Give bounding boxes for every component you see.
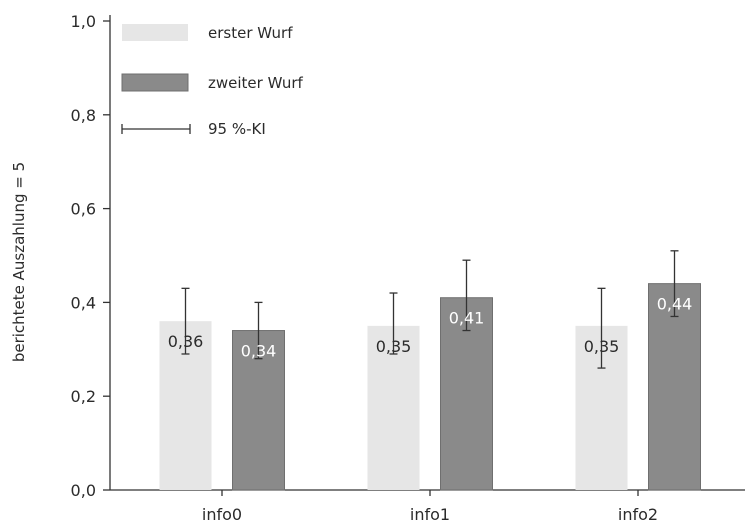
axes [109,15,745,491]
legend-label-ci: 95 %-KI [208,120,266,138]
data-label-zweiter-wurf-info0: 0,34 [241,342,277,361]
legend-label-zweiter-wurf: zweiter Wurf [208,74,304,92]
error-bar-erster-wurf-info1 [389,292,398,355]
y-axis-ticks: 0,0 0,2 0,4 0,6 0,8 1,0 [71,12,110,500]
legend-swatch-zweiter-wurf [121,73,189,92]
x-axis-ticks: info0 info1 info2 [202,490,658,524]
y-tick-label: 0,4 [71,293,96,312]
y-tick-label: 0,8 [71,106,96,125]
data-label-zweiter-wurf-info1: 0,41 [449,309,485,328]
error-bar-zweiter-wurf-info2 [670,250,679,318]
legend-label-erster-wurf: erster Wurf [208,24,293,42]
error-bar-erster-wurf-info2 [597,287,606,369]
y-tick-label: 1,0 [71,12,96,31]
y-tick-label: 0,0 [71,481,96,500]
data-label-erster-wurf-info0: 0,36 [168,332,204,351]
legend-ci-symbol [121,124,191,134]
x-tick-label-info2: info2 [618,505,658,524]
data-label-erster-wurf-info2: 0,35 [584,337,620,356]
y-tick-label: 0,6 [71,200,96,219]
legend: erster Wurf zweiter Wurf 95 %-KI [121,24,304,138]
x-tick-label-info1: info1 [410,505,450,524]
data-labels: 0,36 0,34 0,35 0,41 0,35 0,44 [168,295,693,361]
data-label-zweiter-wurf-info2: 0,44 [657,295,693,314]
error-bar-zweiter-wurf-info0 [254,301,263,360]
bars [159,283,701,491]
data-label-erster-wurf-info1: 0,35 [376,337,412,356]
y-axis-title: berichtete Auszahlung = 5 [10,162,28,362]
error-bar-zweiter-wurf-info1 [462,259,471,332]
error-bars [181,250,679,369]
bar-zweiter-wurf-info2 [648,283,701,491]
legend-swatch-erster-wurf [122,24,188,41]
error-bar-erster-wurf-info0 [181,287,190,355]
x-tick-label-info0: info0 [202,505,242,524]
y-tick-label: 0,2 [71,387,96,406]
